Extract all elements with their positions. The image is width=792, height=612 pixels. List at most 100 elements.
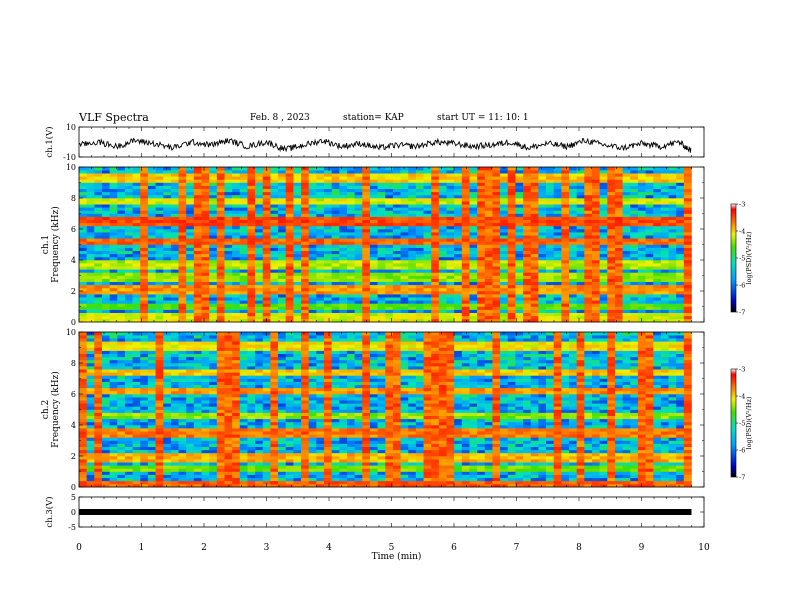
spectrogram-cell xyxy=(584,185,593,189)
spectrogram-cell xyxy=(477,256,486,261)
spectrogram-cell xyxy=(132,204,141,208)
spectrogram-cell xyxy=(469,194,478,199)
spectrogram-cell xyxy=(622,294,631,298)
spectrogram-cell xyxy=(163,272,172,276)
spectrogram-cell xyxy=(216,191,225,196)
spectrogram-cell xyxy=(584,318,593,323)
spectrogram-cell xyxy=(469,232,478,236)
spectrogram-cell xyxy=(186,468,195,472)
spectrogram-cell xyxy=(163,390,172,395)
spectrogram-cell xyxy=(170,219,179,224)
spectrogram-cell xyxy=(109,384,118,389)
spectrogram-cell xyxy=(270,229,279,233)
spectrogram-cell xyxy=(546,291,554,295)
spectrogram-cell xyxy=(308,210,317,214)
spectrogram-cell xyxy=(239,232,248,236)
spectrogram-cell xyxy=(461,241,470,245)
spectrogram-cell xyxy=(423,297,432,301)
spectrogram-cell xyxy=(124,291,133,295)
spectrogram-cell xyxy=(339,204,348,208)
spectrogram-cell xyxy=(591,219,600,224)
spectrogram-cell xyxy=(301,241,309,245)
spectrogram-cell xyxy=(232,294,241,298)
spectrogram-cell xyxy=(454,238,463,242)
spectrogram-cell xyxy=(117,281,126,286)
spectrogram-cell xyxy=(216,272,225,276)
spectrogram-cell xyxy=(201,204,210,208)
spectrogram-cell xyxy=(446,294,455,298)
spectrogram-cell xyxy=(101,278,110,282)
spectrogram-cell xyxy=(346,266,355,270)
spectrogram-cell xyxy=(101,188,110,193)
spectrogram-cell xyxy=(538,213,547,217)
spectrogram-cell xyxy=(477,284,486,289)
spectrogram-cell xyxy=(201,378,210,382)
spectrogram-cell xyxy=(124,241,133,245)
spectrogram-cell xyxy=(178,260,187,264)
spectrogram-cell xyxy=(569,247,577,251)
spectrogram-cell xyxy=(637,269,646,273)
spectrogram-cell xyxy=(101,456,110,460)
spectrogram-cell xyxy=(584,225,593,230)
spectrogram-cell xyxy=(523,284,532,289)
spectrogram-cell xyxy=(224,256,233,261)
spectrogram-cell xyxy=(247,272,256,276)
spectrogram-cell xyxy=(607,210,616,214)
spectrogram-cell xyxy=(415,318,424,323)
spectrogram-cell xyxy=(377,176,386,180)
spectrogram-cell xyxy=(239,201,248,205)
spectrogram-cell xyxy=(492,294,501,298)
spectrogram-cell xyxy=(316,309,325,313)
spectrogram-cell xyxy=(247,210,256,214)
spectrogram-cell xyxy=(446,222,455,227)
spectrogram-cell xyxy=(278,222,287,227)
spectrogram-cell xyxy=(676,222,685,227)
spectrogram-cell xyxy=(645,207,654,211)
spectrogram-cell xyxy=(546,272,554,276)
spectrogram-cell xyxy=(385,278,394,282)
spectrogram-cell xyxy=(538,204,547,208)
spectrogram-cell xyxy=(377,266,386,270)
spectrogram-cell xyxy=(454,176,463,180)
spectrogram-cell xyxy=(216,431,225,435)
spectrogram-cell xyxy=(147,369,156,373)
spectrogram-cell xyxy=(117,275,126,279)
spectrogram-cell xyxy=(132,440,141,444)
spectrogram-cell xyxy=(645,269,654,273)
spectrogram-cell xyxy=(538,219,547,224)
spectrogram-cell xyxy=(469,191,478,196)
spectrogram-cell xyxy=(484,250,493,255)
spectrogram-cell xyxy=(79,309,87,313)
spectrogram-cell xyxy=(561,275,570,279)
spectrogram-cell xyxy=(354,222,363,227)
spectrogram-cell xyxy=(369,256,378,261)
spectrogram-cell xyxy=(653,191,662,196)
spectrogram-cell xyxy=(155,356,164,361)
spectrogram-cell xyxy=(637,250,646,255)
spectrogram-cell xyxy=(270,182,279,186)
spectrogram-cell xyxy=(477,173,486,177)
spectrogram-cell xyxy=(576,297,585,301)
spectrogram-cell xyxy=(262,235,271,239)
spectrogram-cell xyxy=(86,210,95,214)
spectrogram-cell xyxy=(630,284,639,289)
spectrogram-cell xyxy=(209,253,218,258)
spectrogram-cell xyxy=(461,167,470,171)
spectrogram-cell xyxy=(500,260,509,264)
spectrogram-cell xyxy=(630,176,639,180)
spectrogram-cell xyxy=(155,387,164,392)
spectrogram-cell xyxy=(117,272,126,276)
spectrogram-cell xyxy=(614,194,623,199)
spectrogram-cell xyxy=(523,191,532,196)
spectrogram-cell xyxy=(630,247,639,251)
spectrogram-cell xyxy=(683,253,692,258)
spectrogram-cell xyxy=(239,176,248,180)
spectrogram-cell xyxy=(209,409,218,413)
spectrogram-cell xyxy=(270,300,279,304)
spectrogram-cell xyxy=(385,256,394,261)
spectrogram-cell xyxy=(308,204,317,208)
spectrogram-cell xyxy=(209,366,218,370)
spectrogram-cell xyxy=(446,232,455,236)
spectrogram-cell xyxy=(454,232,463,236)
spectrogram-cell xyxy=(94,363,103,367)
